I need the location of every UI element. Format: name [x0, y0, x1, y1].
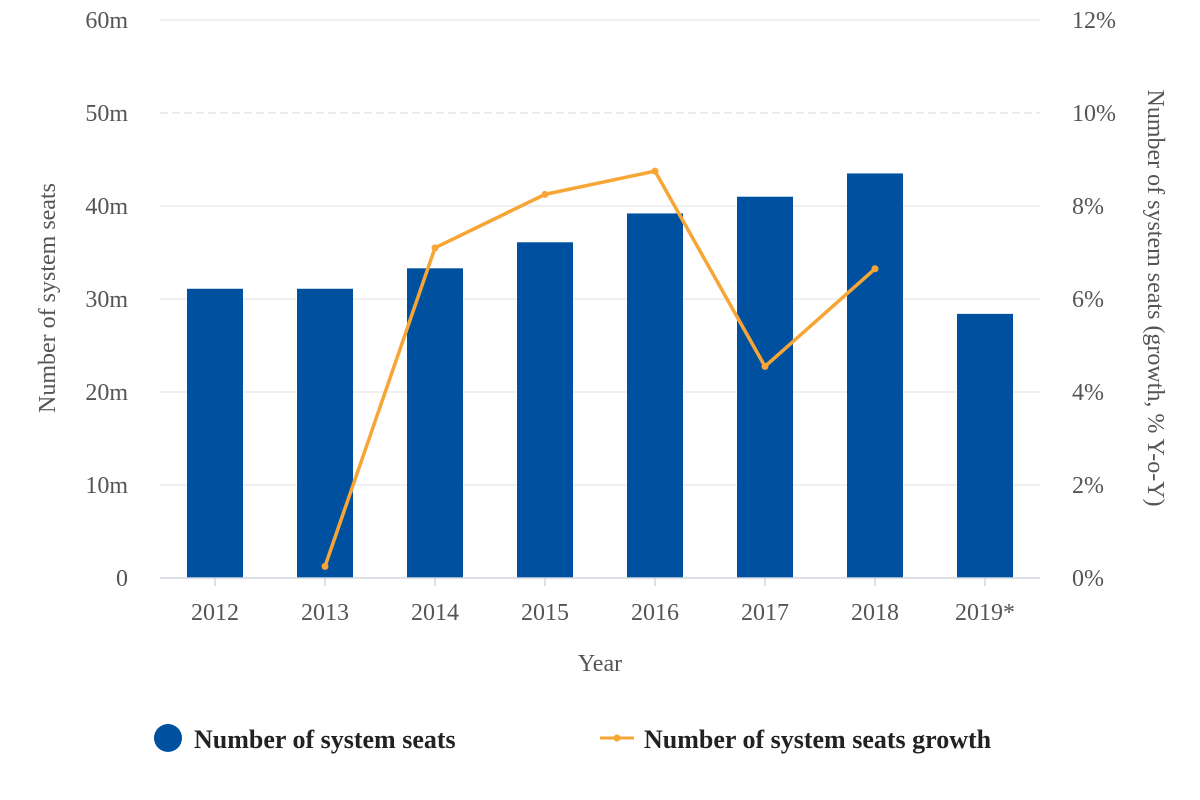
- x-tick-label: 2017: [741, 600, 789, 626]
- x-axis: 2012 2013 2014 2015 2016 2017 2018 2019*: [160, 577, 1040, 626]
- left-y-tick-label: 10m: [85, 473, 128, 499]
- legend-bar-swatch: [154, 724, 182, 752]
- growth-point: [431, 244, 439, 252]
- growth-line: [321, 167, 879, 570]
- bars: [187, 173, 1013, 578]
- growth-point: [541, 190, 549, 198]
- right-y-axis: 0% 2% 4% 6% 8% 10% 12%: [1072, 8, 1116, 592]
- growth-line-path: [323, 169, 877, 567]
- growth-point: [871, 265, 879, 273]
- bar: [517, 242, 573, 578]
- bar: [297, 288, 353, 578]
- legend-line-marker: [613, 734, 621, 742]
- left-y-tick-label: 20m: [85, 380, 128, 406]
- growth-point: [651, 167, 659, 175]
- left-y-axis: 0 10m 20m 30m 40m 50m 60m: [85, 8, 128, 592]
- legend-line-label: Number of system seats growth: [644, 725, 992, 754]
- growth-point: [761, 362, 769, 370]
- right-y-axis-title: Number of system seats (growth, % Y-o-Y): [1142, 89, 1168, 506]
- left-y-tick-label: 40m: [85, 194, 128, 220]
- bar: [847, 173, 903, 578]
- right-y-tick-label: 6%: [1072, 287, 1104, 313]
- right-y-tick-label: 12%: [1072, 8, 1116, 34]
- bar: [737, 196, 793, 578]
- left-y-tick-label: 50m: [85, 101, 128, 127]
- left-y-tick-label: 60m: [85, 8, 128, 34]
- right-y-tick-label: 2%: [1072, 473, 1104, 499]
- legend-bar-label: Number of system seats: [194, 725, 456, 754]
- left-y-tick-label: 0: [116, 566, 128, 592]
- bar: [957, 313, 1013, 578]
- x-axis-title: Year: [578, 651, 622, 677]
- bar: [407, 268, 463, 578]
- x-tick-label: 2015: [521, 600, 569, 626]
- x-tick-label: 2014: [411, 600, 459, 626]
- right-y-tick-label: 10%: [1072, 101, 1116, 127]
- right-y-tick-label: 8%: [1072, 194, 1104, 220]
- right-y-tick-label: 4%: [1072, 380, 1104, 406]
- x-tick-label: 2016: [631, 600, 679, 626]
- x-tick-label: 2019*: [955, 600, 1015, 626]
- growth-point: [321, 562, 329, 570]
- left-y-axis-title: Number of system seats: [35, 183, 61, 413]
- bar: [627, 213, 683, 578]
- x-tick-label: 2018: [851, 600, 899, 626]
- x-tick-label: 2012: [191, 600, 239, 626]
- legend: Number of system seats Number of system …: [154, 724, 992, 754]
- gridlines: [160, 19, 1040, 486]
- right-y-tick-label: 0%: [1072, 566, 1104, 592]
- x-tick-label: 2013: [301, 600, 349, 626]
- bar: [187, 288, 243, 578]
- left-y-tick-label: 30m: [85, 287, 128, 313]
